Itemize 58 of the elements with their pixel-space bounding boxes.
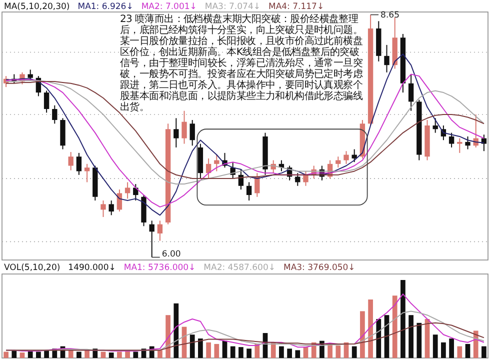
text: MA2: 7.001↓ xyxy=(141,2,197,12)
bar xyxy=(376,319,382,358)
bar xyxy=(4,352,8,358)
chart-title: MA(5,10,20,30) xyxy=(4,2,70,12)
bar xyxy=(68,350,74,358)
bar xyxy=(457,346,462,358)
bar xyxy=(20,352,25,358)
bar xyxy=(246,348,252,358)
bar xyxy=(222,340,228,358)
bar xyxy=(28,350,33,358)
text: MA1: 5736.000↓ xyxy=(124,263,196,273)
bar xyxy=(84,350,90,358)
bar xyxy=(238,347,244,358)
bar xyxy=(158,350,162,358)
bar xyxy=(214,344,220,358)
bar xyxy=(270,342,276,358)
bar xyxy=(206,342,211,358)
bar xyxy=(230,346,236,358)
bar xyxy=(12,350,17,358)
bar xyxy=(482,346,486,358)
text: MA3: 7.074↓ xyxy=(204,2,260,12)
bar xyxy=(295,350,300,358)
bar xyxy=(408,315,414,358)
bar xyxy=(303,347,308,358)
text: MA3: 3769.050↓ xyxy=(283,263,356,273)
bar xyxy=(287,348,292,358)
bar xyxy=(328,344,332,358)
bar xyxy=(465,344,470,358)
bar xyxy=(254,344,260,358)
bar xyxy=(432,334,438,358)
bar xyxy=(44,350,49,358)
bar xyxy=(352,346,357,358)
bar xyxy=(198,338,203,358)
bar xyxy=(174,303,179,358)
bar xyxy=(166,315,170,358)
bar xyxy=(360,311,365,358)
bar xyxy=(336,346,341,358)
text: MA4: 7.117↓ xyxy=(268,2,324,12)
text: 1490.000↓ xyxy=(68,263,116,273)
text: MA2: 4587.600↓ xyxy=(204,263,276,273)
bar xyxy=(416,322,422,358)
annotation: 6.00 xyxy=(162,249,181,260)
bar xyxy=(441,342,446,358)
bar xyxy=(76,352,82,358)
text: 23 喷薄而出：低档横盘末期大阳突破：股价经横盘整理后，底部已经构筑得十分坚实，向上突破只是时机问题。某一日股价放量拉抬，长阳报收，且收市价高过此前横盘区价位，创出近期新高。本K线组合是低档盘整后的突破信号，由于整理时间较长，浮筹已清洗殆尽，通常一旦突破，一般势不可挡。投资者应在大阳突破局势已定时考虑跟进，第二日也可杀入。具体操作中，要同时认真观察个股基本面和消息面，以提防某些主力和机构借此形态骗线出货。 xyxy=(120,14,363,113)
chart-title: VOL(5,10,20) xyxy=(4,263,60,273)
bar xyxy=(449,338,454,358)
bar xyxy=(133,352,138,358)
bar xyxy=(392,296,398,358)
bar xyxy=(368,300,373,358)
bar xyxy=(400,280,406,358)
bar xyxy=(279,346,284,358)
bar xyxy=(190,334,195,358)
bar xyxy=(108,352,114,358)
text: MA1: 6.926↓ xyxy=(78,2,134,12)
annotation: 8.65 xyxy=(380,10,400,21)
bar xyxy=(117,352,122,358)
bar xyxy=(36,352,41,358)
